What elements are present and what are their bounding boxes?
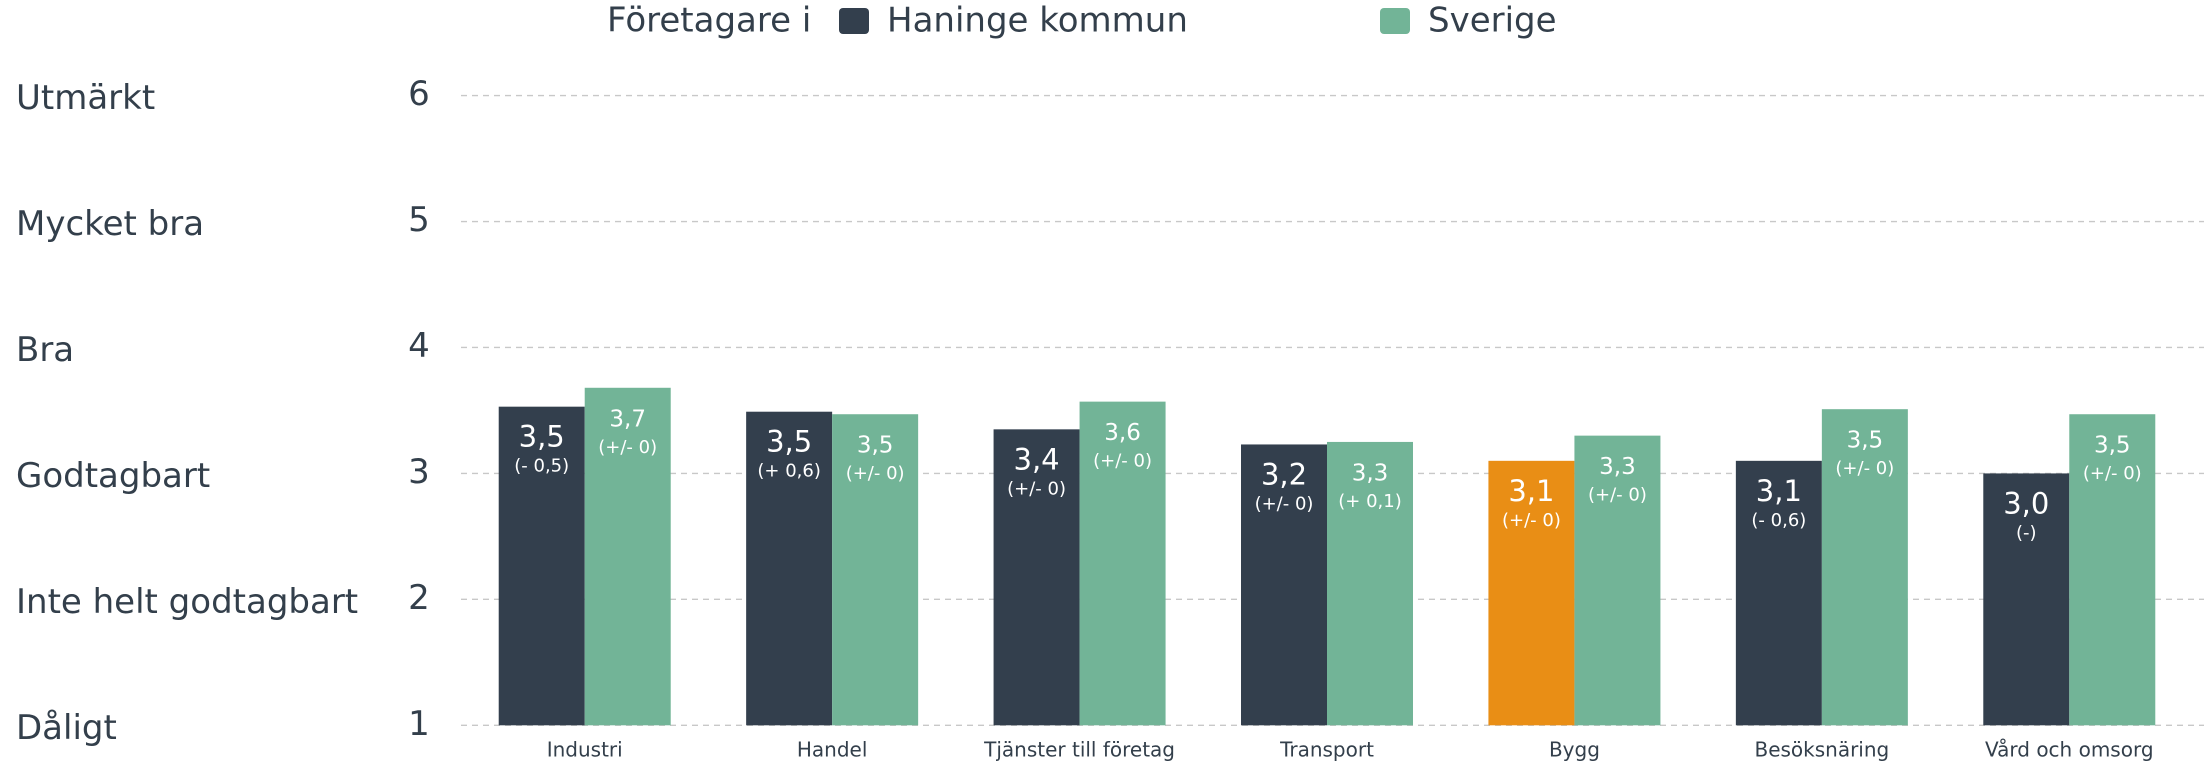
value-label: 3,5 [2094,433,2131,459]
y-tick-label: 6 [408,74,430,114]
value-label: 3,3 [1352,460,1389,486]
change-label: (+/- 0) [1093,451,1152,472]
x-tick-label: Besöksnäring [1754,738,1889,762]
value-label: 3,2 [1261,457,1307,491]
change-label: (- 0,5) [514,456,569,477]
change-label: (-) [2016,522,2037,543]
value-label: 3,5 [1847,428,1884,454]
value-label: 3,0 [2003,486,2049,520]
value-label: 3,5 [519,420,565,454]
y-tick-description: Godtagbart [16,456,210,496]
change-label: (+/- 0) [1588,485,1647,506]
bar [993,429,1080,726]
value-label: 3,5 [766,425,812,459]
value-label: 3,5 [857,433,894,459]
bar [1327,441,1413,726]
legend-label: Haninge kommun [887,1,1188,41]
value-label: 3,6 [1104,420,1141,446]
bar [584,387,671,726]
y-tick-label: 3 [408,452,430,492]
bar [1079,401,1166,726]
bar [2069,414,2156,726]
bar [1735,460,1822,726]
bar [498,406,585,726]
legend-label: Sverige [1428,1,1557,41]
bar [832,414,919,726]
change-label: (+/- 0) [1007,478,1066,499]
bar [1983,473,2070,726]
y-tick-label: 2 [408,578,430,618]
change-label: (+/- 0) [2083,463,2142,484]
x-tick-label: Vård och omsorg [1985,738,2154,762]
bar [1574,435,1661,726]
value-label: 3,1 [1508,474,1554,508]
value-label: 3,7 [609,406,646,432]
bar [1488,460,1575,726]
change-label: (- 0,6) [1751,510,1806,531]
x-tick-label: Bygg [1549,738,1600,762]
y-tick-description: Mycket bra [16,204,204,244]
x-tick-label: Industri [547,738,623,762]
y-tick-description: Utmärkt [16,78,155,118]
x-tick-label: Handel [797,738,868,762]
y-tick-label: 1 [408,704,430,744]
change-label: (+/- 0) [1835,458,1894,479]
y-tick-description: Inte helt godtagbart [16,582,358,622]
y-tick-label: 5 [408,200,430,240]
bar [1241,444,1327,726]
y-tick-description: Dåligt [16,708,117,748]
value-label: 3,3 [1599,454,1636,480]
bar [1821,409,1908,726]
legend-swatch [1380,8,1410,34]
y-tick-description: Bra [16,330,74,370]
bar [746,411,833,726]
change-label: (+/- 0) [1255,493,1314,514]
value-label: 3,4 [1014,442,1060,476]
y-tick-label: 4 [408,326,430,366]
change-label: (+/- 0) [1502,510,1561,531]
legend-title: Företagare i [607,1,811,41]
change-label: (+/- 0) [598,437,657,458]
change-label: (+ 0,1) [1338,491,1401,512]
value-label: 3,1 [1756,474,1802,508]
change-label: (+/- 0) [846,463,905,484]
x-tick-label: Transport [1279,738,1374,762]
change-label: (+ 0,6) [757,461,820,482]
x-tick-label: Tjänster till företag [983,738,1175,762]
legend-swatch [839,8,869,34]
